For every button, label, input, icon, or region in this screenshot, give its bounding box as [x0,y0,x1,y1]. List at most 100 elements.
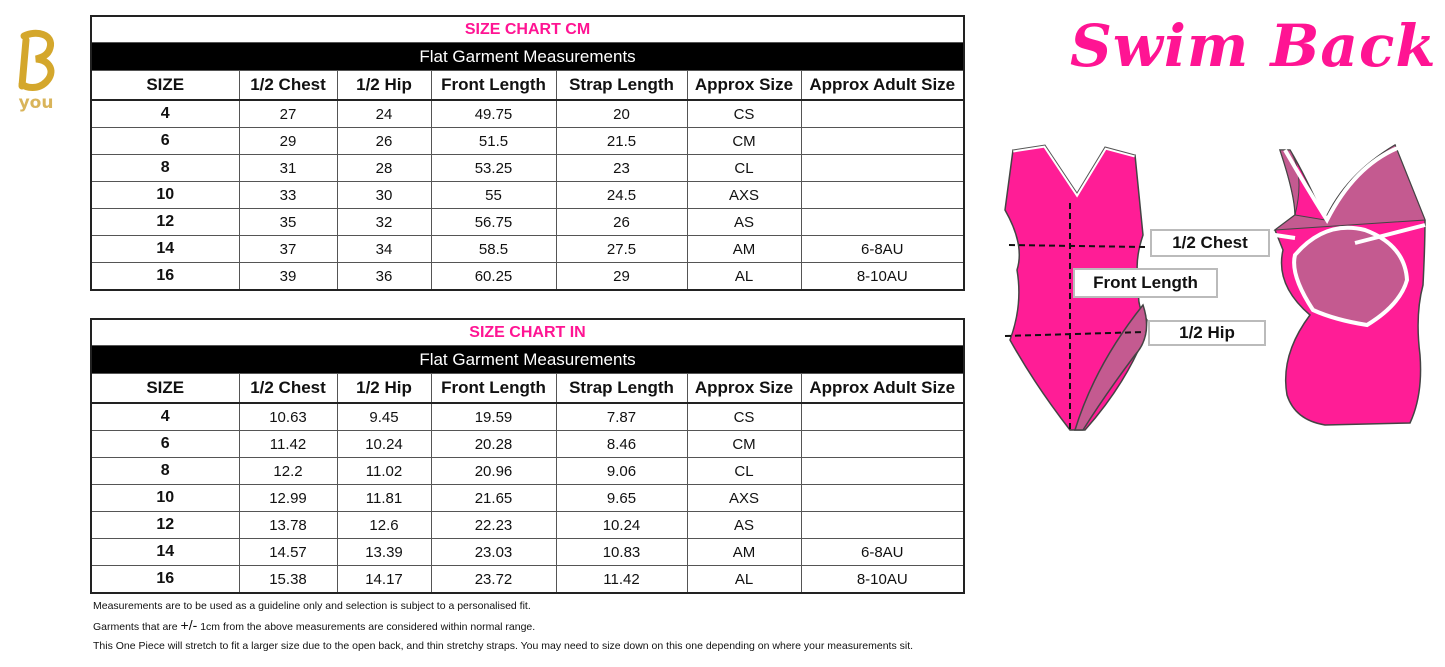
table-cell: 10.24 [555,511,688,539]
table-cell: 23 [555,154,688,182]
size-cell: 6 [90,430,240,458]
swimsuit-diagram [1004,142,1426,431]
size-cell: 12 [90,511,240,539]
table-cell: AL [686,262,802,291]
size-cell: 12 [90,208,240,236]
table-cell: 22.23 [430,511,557,539]
header-row: SIZE 1/2 Chest 1/2 Hip Front Length Strap Le… [90,70,965,101]
table-cell: 19.59 [430,402,557,431]
table-cell: 6-8AU [800,538,965,566]
column-header: Strap Length [555,373,688,404]
table-row: 4 27 24 49.75 20 CS [90,99,965,128]
size-cell: 8 [90,457,240,485]
column-header: Approx Adult Size [800,373,965,404]
note-stretch: This One Piece will stretch to fit a lar… [93,640,914,652]
table-cell: 20.28 [430,430,557,458]
table-cell: 27.5 [555,235,688,263]
chest-label: 1/2 Chest [1150,229,1270,257]
table-cell: 29 [555,262,688,291]
column-header: Approx Size [686,373,802,404]
table-cell: 21.5 [555,127,688,155]
table-cell: 12.2 [238,457,338,485]
table-cell: 27 [238,99,338,128]
table-cell: CS [686,402,802,431]
table-cell: AL [686,565,802,594]
column-header: Front Length [430,70,557,101]
table-cell: CL [686,457,802,485]
swimsuit-back [1273,143,1426,426]
table-cell: 39 [238,262,338,291]
size-cell: 4 [90,99,240,128]
table-cell: 60.25 [430,262,557,291]
table-cell: CL [686,154,802,182]
table-cell: CM [686,127,802,155]
table-cell [800,430,965,458]
table-cell: 11.42 [238,430,338,458]
size-cell: 16 [90,565,240,594]
table-cell: 58.5 [430,235,557,263]
table-cell: 10.83 [555,538,688,566]
size-cell: 14 [90,235,240,263]
table-cell: 9.06 [555,457,688,485]
table-cell [800,402,965,431]
table-row: 16 39 36 60.25 29 AL 8-10AU [90,262,965,291]
table-cell: 13.78 [238,511,338,539]
table-cell: 7.87 [555,402,688,431]
svg-text:you: you [19,93,54,113]
size-chart-cm: SIZE CHART CM Flat Garment Measurements … [90,15,966,291]
table-cell: 11.42 [555,565,688,594]
plus-minus: +/- [180,617,198,633]
table-cell: 29 [238,127,338,155]
chart-subtitle: Flat Garment Measurements [90,42,965,71]
table-cell: 26 [336,127,432,155]
table-cell: 26 [555,208,688,236]
table-cell: 15.38 [238,565,338,594]
chart-title: SIZE CHART CM [90,15,965,43]
table-cell: 11.02 [336,457,432,485]
brand-logo: you [18,29,55,113]
table-cell: 8-10AU [800,565,965,594]
note-tolerance: Garments that are +/- 1cm from the above… [93,616,913,637]
table-row: 14 37 34 58.5 27.5 AM 6-8AU [90,235,965,263]
column-header: 1/2 Chest [238,373,338,404]
table-row: 6 11.42 10.24 20.28 8.46 CM [90,430,965,458]
table-cell: 8.46 [555,430,688,458]
size-cell: 4 [90,402,240,431]
table-cell [800,457,965,485]
table-cell: CS [686,99,802,128]
chart-subtitle: Flat Garment Measurements [90,345,965,374]
column-header: 1/2 Hip [336,70,432,101]
table-cell: 20 [555,99,688,128]
table-cell: 28 [336,154,432,182]
table-row: 8 31 28 53.25 23 CL [90,154,965,182]
size-cell: 6 [90,127,240,155]
size-cell: 14 [90,538,240,566]
header-row: SIZE 1/2 Chest 1/2 Hip Front Length Strap Le… [90,373,965,404]
table-cell: 37 [238,235,338,263]
table-cell: 9.65 [555,484,688,512]
table-cell [800,154,965,182]
size-cell: 8 [90,154,240,182]
table-cell: 23.72 [430,565,557,594]
table-cell [800,511,965,539]
table-cell: 9.45 [336,402,432,431]
column-header: Front Length [430,373,557,404]
table-cell [800,484,965,512]
table-cell: 6-8AU [800,235,965,263]
table-cell: AS [686,208,802,236]
table-row: 12 35 32 56.75 26 AS [90,208,965,236]
table-cell [800,99,965,128]
column-header: Approx Size [686,70,802,101]
table-row: 14 14.57 13.39 23.03 10.83 AM 6-8AU [90,538,965,566]
table-cell: 32 [336,208,432,236]
table-cell: 21.65 [430,484,557,512]
table-cell: 10.24 [336,430,432,458]
table-cell: 56.75 [430,208,557,236]
column-header: Approx Adult Size [800,70,965,101]
table-cell: 8-10AU [800,262,965,291]
size-cell: 16 [90,262,240,291]
table-cell: 49.75 [430,99,557,128]
table-cell: 23.03 [430,538,557,566]
table-cell: 36 [336,262,432,291]
column-header: SIZE [90,373,240,404]
